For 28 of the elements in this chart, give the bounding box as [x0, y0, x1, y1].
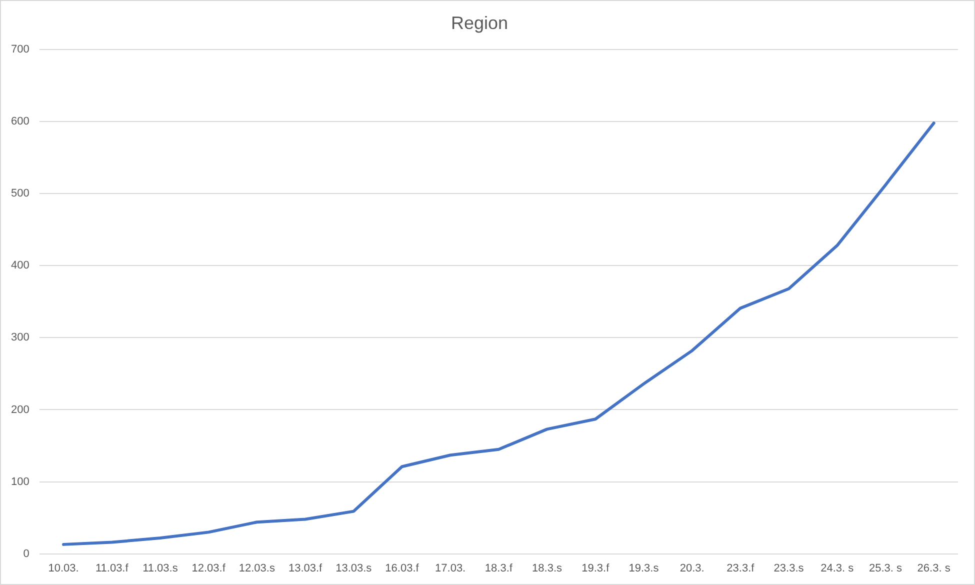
x-tick-label: 24.3. s: [820, 562, 854, 574]
x-tick-label: 13.03.s: [336, 562, 372, 574]
x-tick-label: 13.03.f: [288, 562, 324, 574]
x-tick-label: 25.3. s: [868, 562, 902, 574]
chart-title: Region: [450, 12, 508, 33]
x-tick-label: 11.03.f: [95, 562, 130, 574]
x-tick-label: 23.3.s: [774, 562, 804, 574]
y-tick-label: 0: [23, 548, 30, 560]
y-tick-label: 400: [10, 260, 30, 272]
x-tick-label: 18.3.s: [532, 562, 563, 574]
x-tick-label: 23.3.f: [726, 562, 756, 574]
x-tick-label: 19.3.f: [582, 562, 610, 574]
x-tick-label: 18.3.f: [484, 562, 514, 574]
x-tick-label: 26.3. s: [917, 562, 951, 574]
x-tick-label: 17.03.: [435, 562, 466, 574]
x-tick-label: 12.03.f: [192, 562, 226, 574]
x-tick-label: 19.3.s: [628, 562, 660, 574]
x-tick-label: 16.03.f: [385, 562, 420, 574]
y-tick-label: 200: [10, 404, 30, 416]
y-tick-label: 500: [10, 188, 30, 200]
x-tick-label: 11.03.s: [142, 562, 178, 574]
x-tick-label: 12.03.s: [238, 562, 276, 574]
y-tick-label: 100: [10, 476, 30, 488]
y-tick-label: 300: [10, 332, 30, 344]
y-tick-label: 600: [10, 116, 30, 128]
x-tick-label: 20.3.: [680, 562, 704, 574]
x-tick-label: 10.03.: [48, 562, 79, 574]
y-tick-label: 700: [10, 44, 30, 56]
